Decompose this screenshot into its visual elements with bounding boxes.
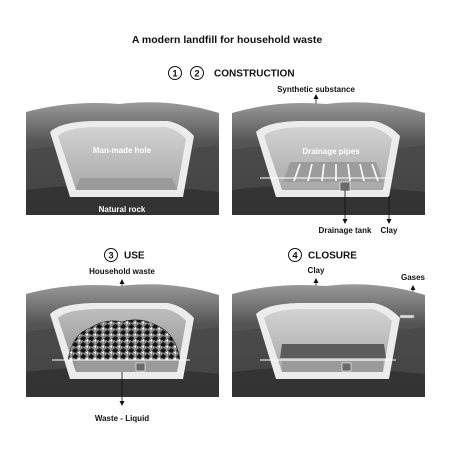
use-title: USE — [124, 251, 145, 262]
drainage-tank — [339, 181, 351, 192]
closure-heading: 4 CLOSURE — [288, 248, 357, 262]
step-circle-1 — [168, 66, 182, 80]
construction-title: CONSTRUCTION — [214, 69, 295, 80]
household-waste-label: Household waste — [89, 267, 155, 276]
man-made-hole — [58, 127, 186, 190]
panel-4-tank — [341, 362, 352, 372]
step-number-1: 1 — [172, 69, 178, 80]
man-made-hole-label: Man-made hole — [93, 146, 152, 155]
drainage-pipes-label: Drainage pipes — [302, 147, 360, 156]
natural-rock-label: Natural rock — [99, 205, 146, 214]
step-circle-2 — [190, 66, 204, 80]
clay-top-label: Clay — [308, 266, 325, 275]
step-number-3: 3 — [108, 251, 113, 262]
household-waste-pile — [67, 319, 181, 361]
diagram-title: A modern landfill for household waste — [132, 34, 323, 46]
panel-1-hole: Man-made hole Natural rock — [26, 102, 219, 215]
panel-3-use: Household waste Waste - Liquid — [26, 267, 219, 423]
drainage-tank-label: Drainage tank — [319, 226, 372, 235]
clay-bottom-label: Clay — [381, 226, 398, 235]
closure-title: CLOSURE — [308, 251, 357, 262]
step-number-4: 4 — [292, 251, 298, 262]
gas-vent — [399, 314, 415, 319]
waste-liquid-label: Waste - Liquid — [95, 414, 149, 423]
construction-heading: 1 2 CONSTRUCTION — [168, 66, 295, 80]
sealed-waste — [280, 344, 386, 358]
panel-2-liner: Synthetic substance Drainage pipes Drain… — [232, 85, 425, 235]
drainage-layer — [283, 162, 383, 182]
step-circle-3 — [104, 248, 118, 262]
panel-4-closure: Clay Gases — [232, 266, 426, 397]
step-number-2: 2 — [194, 69, 199, 80]
waste-liquid-tank — [135, 362, 146, 372]
gases-label: Gases — [401, 273, 426, 282]
step-circle-4 — [288, 248, 302, 262]
synthetic-substance-label: Synthetic substance — [277, 85, 355, 94]
use-heading: 3 USE — [104, 248, 145, 262]
